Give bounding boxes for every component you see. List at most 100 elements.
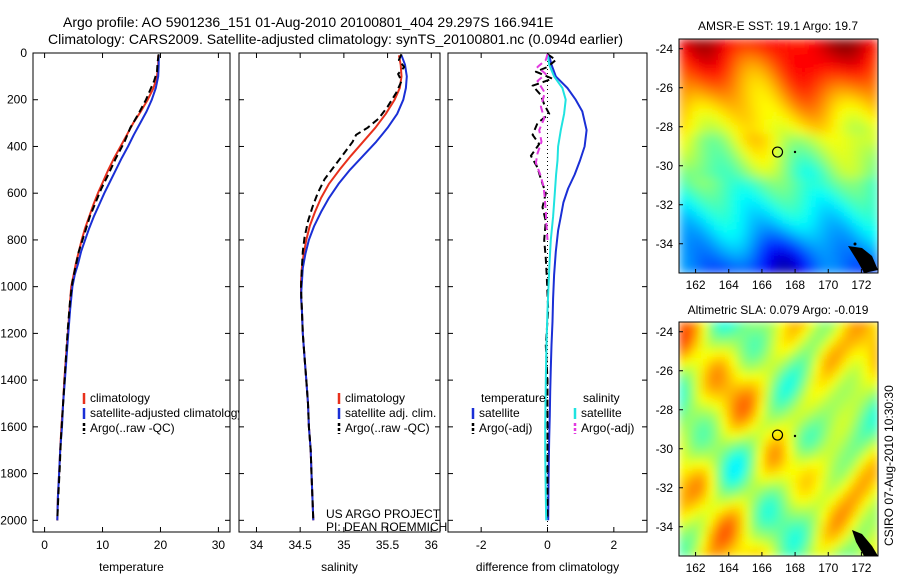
sst-cell [764,112,773,121]
sst-cell [849,141,858,150]
sst-cell [835,60,844,70]
sst-cell [764,199,773,208]
sst-cell [863,134,872,143]
sla-cell [700,541,709,550]
sla-cell [835,460,844,470]
sla-cell [814,439,822,448]
sst-cell [757,119,766,128]
sst-cell [735,141,744,150]
sla-cell [821,512,830,521]
sst-cell [742,39,751,48]
sst-cell [806,229,815,238]
sst-cell [828,75,837,84]
sst-cell [679,236,687,245]
sst-cell [686,148,695,157]
sst-cell [870,104,878,113]
sla-cell [870,336,878,345]
sst-cell [828,104,837,113]
sla-cell [870,475,878,484]
sst-cell [828,221,837,230]
sst-cell [792,68,801,77]
sla-cell [849,512,858,521]
sla-cell [806,439,815,448]
sla-cell [863,387,872,396]
sst-cell [742,236,751,245]
sst-cell [679,265,687,273]
sst-cell [686,126,695,135]
sla-cell [679,541,687,550]
sst-cell [764,39,773,48]
sla-cell [799,424,808,433]
sla-cell [742,490,751,499]
sst-cell [700,192,709,201]
sst-cell [821,97,830,106]
sst-cell [728,134,737,143]
sla-cell [806,490,815,499]
sla-cell [792,534,801,543]
sst-cell [842,214,851,223]
sla-cell [814,373,822,382]
sla-cell [721,512,730,521]
sla-cell [728,497,737,506]
sla-cell [856,322,865,331]
sla-cell [828,446,837,455]
sla-cell [870,395,878,404]
sst-cell [778,126,787,135]
sst-cell [728,39,737,48]
sst-cell [679,243,687,252]
sst-cell [679,82,687,91]
sla-cell [693,351,702,360]
sst-cell [863,104,872,113]
sst-cell [700,53,709,62]
sst-cell [693,141,702,150]
sla-cell [870,497,878,506]
sst-cell [814,243,822,252]
sla-cell [842,541,851,550]
sst-cell [757,134,766,143]
sst-cell [764,90,773,99]
sst-cell [771,119,780,128]
sst-cell [721,163,730,172]
sla-cell [750,504,758,513]
sla-cell [835,424,844,433]
sst-cell [721,177,730,187]
sst-cell [764,134,773,143]
sst-cell [842,177,851,187]
sla-cell [828,373,837,382]
sst-cell [863,163,872,172]
sst-cell [728,60,737,70]
sst-cell [799,141,808,150]
sst-cell [792,46,801,55]
sla_map-ytick-label: -28 [656,403,674,417]
sst-cell [735,177,744,187]
sla-cell [693,373,702,382]
sst-cell [821,207,830,216]
sla-cell [750,424,758,433]
sla-cell [835,482,844,491]
sst-cell [806,90,815,99]
sst-cell [814,177,822,187]
sla-cell [792,329,801,338]
sst-cell [771,39,780,48]
sla-cell [870,351,878,360]
sst-cell [679,90,687,99]
sla-cell [700,424,709,433]
sst-cell [792,39,801,48]
difference-series-temperature-argo-adj- [529,53,557,521]
sst-cell [679,97,687,106]
sst-cell [742,119,751,128]
sla_map-xtick-label: 166 [752,561,772,575]
sla-cell [686,417,695,426]
sst-cell [799,163,808,172]
sst-cell [757,185,766,194]
sla-cell [686,365,695,374]
sst-cell [792,236,801,245]
sst-cell [792,192,801,201]
sla-cell [693,490,702,499]
sla-cell [771,351,780,360]
sst-cell [735,265,744,273]
sst-cell [707,265,716,273]
sla-cell [735,497,744,506]
sla-cell [863,460,872,470]
sla-cell [799,482,808,491]
